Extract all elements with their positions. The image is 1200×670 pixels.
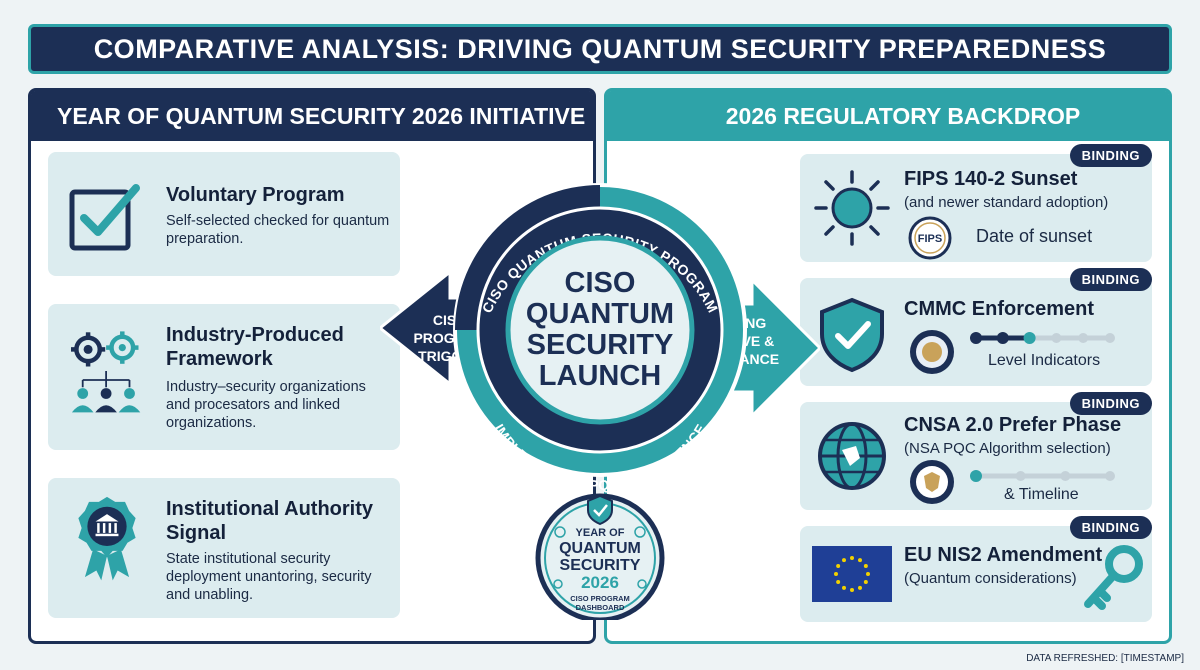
title-bar: COMPARATIVE ANALYSIS: DRIVING QUANTUM SE… (28, 24, 1172, 74)
eu-star (850, 556, 854, 560)
central-hub: CISO PROGRAM TRIGGER ALIGNING INITIATIVE… (380, 183, 820, 620)
card-description: State institutional security deployment … (166, 551, 372, 603)
card-description: Industry–security organizations and proc… (166, 379, 366, 431)
eu-star (858, 558, 862, 563)
cnsa-timeline-dot (1060, 471, 1071, 481)
fips-seal: FIPS (908, 216, 952, 260)
eu-star (863, 580, 868, 584)
hub-title-line4: LAUNCH (539, 360, 661, 392)
cmmc-level-dot (1051, 333, 1062, 343)
data-refreshed-footer: DATA REFRESHED: [TIMESTAMP] (1026, 653, 1184, 664)
eu-star (834, 572, 838, 576)
card-voluntary-program: Voluntary Program Self-selected checked … (48, 152, 400, 276)
dod-seal (910, 330, 954, 374)
card-subtitle: (and newer standard adoption) (904, 194, 1109, 211)
card-title-line1: Institutional Authority (166, 498, 374, 520)
cnsa-timeline-dot (1015, 471, 1026, 481)
nsa-seal (910, 460, 954, 504)
eu-flag-icon (812, 546, 892, 602)
card-subtitle: (NSA PQC Algorithm selection) (904, 440, 1111, 457)
cmmc-level-dot (996, 332, 1009, 344)
card-title-line1: Industry-Produced (166, 324, 344, 346)
hub-title-line2: QUANTUM (526, 298, 674, 330)
eu-star (850, 588, 854, 592)
card-note: & Timeline (1004, 486, 1079, 503)
card-title: FIPS 140-2 Sunset (904, 168, 1078, 190)
cmmc-level-dot (1105, 333, 1115, 343)
card-cnsa-prefer: BINDING CNSA 2.0 Prefer Phase (NSA PQC A… (800, 392, 1152, 510)
dashboard-line1: YEAR OF (576, 527, 625, 539)
hub-title-line1: CISO (565, 267, 636, 299)
globe-icon (818, 422, 886, 490)
card-description: Self-selected checked for quantum prepar… (166, 213, 390, 247)
cmmc-level-dot (1023, 332, 1036, 344)
shield-check-icon (820, 297, 884, 373)
card-industry-framework: Industry-Produced Framework Industry–sec… (48, 304, 400, 450)
card-note: Date of sunset (976, 226, 1093, 246)
dashboard-line3: SECURITY (560, 557, 641, 574)
gears-people-icon (71, 331, 141, 413)
card-fips-sunset: BINDING FIPS 140-2 Sunset (and newer sta… (800, 144, 1152, 262)
binding-badge: BINDING (1069, 268, 1152, 291)
card-note: Level Indicators (988, 352, 1101, 369)
dashboard-line4: 2026 (581, 573, 619, 592)
card-institutional-signal: Institutional Authority Signal State ins… (48, 478, 400, 618)
binding-badge: BINDING (1069, 516, 1152, 539)
dashboard-medallion: YEAR OF QUANTUM SECURITY 2026 CISO PROGR… (535, 493, 665, 620)
eu-star (842, 585, 846, 590)
cmmc-level-dot (970, 332, 982, 344)
eu-star (863, 564, 868, 568)
gear-icon (553, 579, 563, 589)
cnsa-timeline-dot (970, 470, 982, 482)
timeline-track (970, 470, 1115, 482)
medallion-shield-icon (587, 494, 613, 526)
eu-star (858, 585, 862, 590)
card-subtitle: (Quantum considerations) (904, 570, 1077, 587)
eu-star (836, 580, 841, 584)
hub-title-line3: SECURITY (527, 329, 674, 361)
card-title-line2: Framework (166, 348, 273, 370)
eu-star (836, 564, 841, 568)
atom-icon (554, 526, 566, 538)
eu-star (842, 558, 846, 563)
initiative-panel-title: YEAR OF QUANTUM SECURITY 2026 INITIATIVE (57, 102, 586, 129)
card-title-line2: Signal (166, 522, 227, 544)
binding-badge: BINDING (1069, 144, 1152, 167)
level-indicator-track (970, 332, 1115, 344)
dashboard-line6: DASHBOARD (576, 603, 625, 612)
regulatory-panel-title: 2026 REGULATORY BACKDROP (725, 102, 1081, 129)
checkbox-icon (69, 184, 140, 251)
initiative-panel-header: YEAR OF QUANTUM SECURITY 2026 INITIATIVE (31, 91, 593, 141)
cmmc-level-dot (1078, 333, 1089, 343)
institution-ribbon-icon (78, 496, 136, 581)
dashboard-line2: QUANTUM (559, 540, 641, 557)
fips-seal-label: FIPS (918, 233, 942, 245)
card-cmmc-enforcement: BINDING CMMC Enforcement Level Indicator… (800, 268, 1152, 386)
card-title: CMMC Enforcement (904, 298, 1095, 320)
page-title: COMPARATIVE ANALYSIS: DRIVING QUANTUM SE… (93, 33, 1107, 64)
card-title: EU NIS2 Amendment (904, 544, 1103, 566)
card-title: CNSA 2.0 Prefer Phase (904, 414, 1122, 436)
key-icon (1084, 545, 1143, 610)
card-title: Voluntary Program (166, 184, 345, 206)
gear-icon (637, 579, 647, 589)
cnsa-timeline-dot (1105, 471, 1115, 481)
binding-badge: BINDING (1069, 392, 1152, 415)
sun-icon (814, 170, 890, 246)
dashboard-line5: CISO PROGRAM (570, 594, 630, 603)
atom-icon (634, 526, 646, 538)
eu-star (866, 572, 870, 576)
center-disc (505, 235, 695, 425)
card-eu-nis2: BINDING EU NIS2 Amendment (Quantum consi… (800, 516, 1152, 622)
regulatory-panel-header: 2026 REGULATORY BACKDROP (607, 91, 1169, 141)
